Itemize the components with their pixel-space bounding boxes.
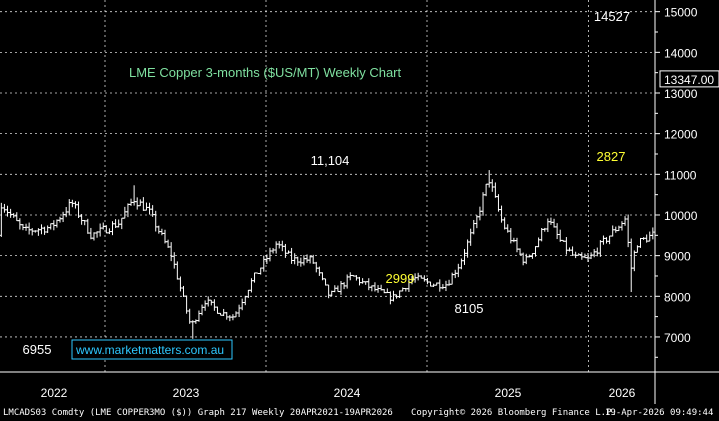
x-tick-label-2022: 2022 [41,386,68,400]
chart-title: LME Copper 3-months ($US/MT) Weekly Char… [129,65,402,80]
y-tick-label-10000: 10000 [664,209,698,223]
y-tick-label-15000: 15000 [664,6,698,20]
x-tick-label-2025: 2025 [495,386,522,400]
annotation-2827: 2827 [597,149,626,164]
annotations: 13347.00 LME Copper 3-months ($US/MT) Wee… [23,9,719,360]
annotation-14527: 14527 [594,9,630,24]
watermark-text: www.marketmatters.com.au [75,343,224,357]
watermark-box [71,339,233,360]
chart-svg: 7000 8000 9000 10000 11000 12000 13000 14000 150… [0,0,719,404]
x-tick-label-2024: 2024 [334,386,361,400]
y-tick-label-14000: 14000 [664,46,698,60]
y-tick-label-7000: 7000 [664,331,691,345]
footer-graph: 3MO ($)) Graph 217 Weekly 20APR2021-19AP… [149,408,393,418]
y-tick-label-11000: 11000 [664,168,697,182]
last-price-tag: 13347.00 [659,70,719,88]
y-tick-label-8000: 8000 [664,290,691,304]
y-tick-label-12000: 12000 [664,128,698,142]
footer-copyright: Copyright© 2026 Bloomberg Finance L.P. [411,408,617,418]
last-price-box [659,70,719,88]
annotation-8105: 8105 [455,301,484,316]
price-bars [0,170,655,339]
annotation-2999: 2999 [386,271,415,286]
axes: 7000 8000 9000 10000 11000 12000 13000 14000 150… [0,0,719,404]
annotation-6955: 6955 [23,342,52,357]
y-tick-label-13000: 13000 [664,87,698,101]
last-price-label: 13347.00 [664,73,714,87]
y-tick-label-9000: 9000 [664,250,691,264]
footer-security: LMCADS03 Comdty (LME COPPER [3,408,150,418]
annotation-11104: 11,104 [311,153,350,168]
grid-layer [0,0,655,372]
footer-timestamp: 19-Apr-2026 09:49:44 [605,408,714,418]
x-tick-label-2026: 2026 [609,386,636,400]
footer: LMCADS03 Comdty (LME COPPER 3MO ($)) Gra… [0,404,719,421]
x-tick-label-2023: 2023 [173,386,200,400]
